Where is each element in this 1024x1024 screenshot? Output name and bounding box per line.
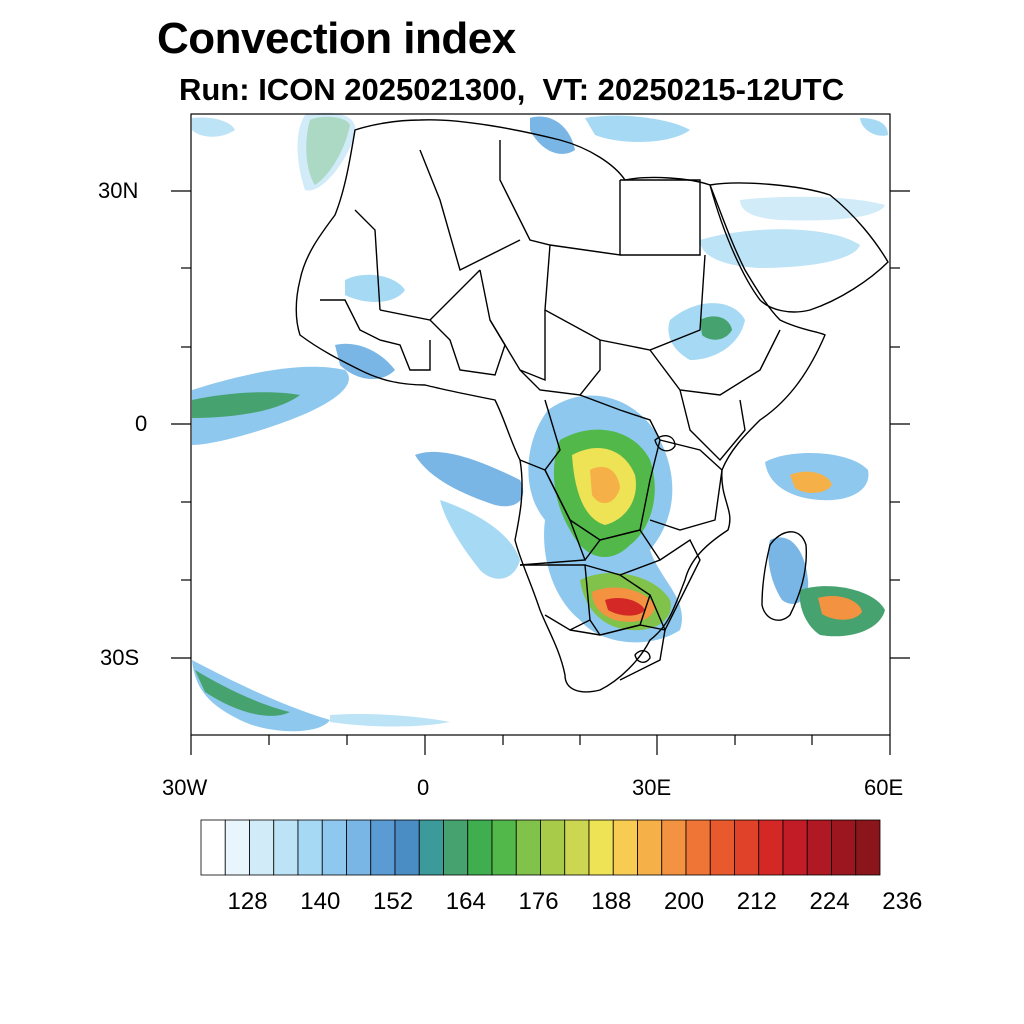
colorbar-box	[515, 819, 541, 876]
border-kenya	[679, 389, 746, 462]
map-subtitle: Run: ICON 2025021300, VT: 20250215-12UTC	[179, 72, 845, 107]
colorbar-label: 152	[373, 888, 414, 915]
colorbar-label: 140	[300, 888, 341, 915]
border-mozambique	[649, 538, 701, 632]
field-sahel-coast	[335, 343, 395, 380]
lesotho	[634, 650, 651, 663]
lon-label-30e: 30E	[632, 775, 672, 800]
map-frame	[171, 113, 910, 755]
colorbar-label: 164	[445, 888, 486, 915]
border-algeria	[419, 149, 521, 272]
border-egypt	[620, 179, 701, 256]
colorbar-box	[346, 819, 372, 876]
colorbar-box	[418, 819, 444, 876]
colorbar-label: 212	[736, 888, 777, 915]
colorbar-label: 236	[882, 888, 923, 915]
colorbar-label: 224	[809, 888, 850, 915]
colorbar-box	[297, 819, 323, 876]
field-greece	[585, 115, 690, 142]
border-west-coast-states	[320, 299, 431, 371]
lat-label-30s: 30S	[100, 645, 140, 670]
border-car	[519, 340, 601, 396]
colorbar-box	[200, 819, 226, 876]
colorbar-box	[443, 819, 469, 876]
colorbar-box	[855, 819, 881, 876]
lat-label-0: 0	[135, 411, 148, 436]
field-arabia-north	[740, 196, 885, 221]
border-south-africa	[569, 624, 666, 681]
lat-label-30n: 30N	[98, 178, 139, 203]
border-botswana	[584, 564, 651, 636]
colorbar-label: 200	[664, 888, 705, 915]
map-title: Convection index	[157, 14, 516, 63]
field-atlantic-equator-core	[192, 392, 300, 418]
lat-ticks	[171, 190, 910, 659]
border-ethiopia	[649, 329, 781, 396]
field-madagascar	[768, 537, 809, 604]
colorbar-box	[588, 819, 614, 876]
field-gulf-guinea	[415, 451, 524, 507]
colorbar-box	[491, 819, 517, 876]
border-sudan	[544, 244, 706, 351]
border-nigeria	[429, 319, 506, 376]
colorbar-box	[831, 819, 857, 876]
colorbar-box	[370, 819, 396, 876]
colorbar-box	[685, 819, 711, 876]
field-east-med	[860, 118, 888, 136]
border-sahara-west	[354, 209, 381, 311]
lon-label-30w: 30W	[162, 775, 208, 800]
colorbar-box	[637, 819, 663, 876]
field-morocco-halo	[297, 112, 356, 191]
colorbar-box	[709, 819, 735, 876]
lon-label-60e: 60E	[864, 775, 904, 800]
field-south-atlantic-core	[195, 670, 290, 716]
border-angola	[519, 459, 586, 566]
colorbar-label: 128	[227, 888, 268, 915]
colorbar-box	[224, 819, 250, 876]
colorbar-label: 188	[591, 888, 632, 915]
lon-label-0: 0	[417, 775, 430, 800]
field-med	[530, 116, 575, 154]
colorbar-box	[782, 819, 808, 876]
field-mozchannel-hot	[818, 595, 862, 620]
colorbar-box	[394, 819, 420, 876]
border-zambia	[584, 529, 662, 576]
lake-victoria	[654, 435, 676, 452]
colorbar-box	[734, 819, 760, 876]
colorbar-box	[806, 819, 832, 876]
lon-ticks	[190, 735, 891, 755]
country-borders	[295, 119, 889, 693]
arabia-coast	[709, 182, 889, 313]
colorbar-box	[758, 819, 784, 876]
field-arabia-band	[700, 229, 860, 268]
field-west-africa	[345, 274, 405, 302]
field-south-atlantic-tail	[330, 713, 450, 727]
field-ethiopia-core	[700, 316, 732, 340]
convection-fields	[192, 112, 888, 732]
colorbar-box	[321, 819, 347, 876]
field-south-atlantic	[192, 660, 330, 732]
colorbar-box	[564, 819, 590, 876]
border-tanzania	[649, 439, 723, 531]
field-south-red	[605, 598, 645, 616]
africa-coastline	[295, 119, 826, 693]
field-nw-corner	[192, 117, 235, 137]
field-east-ocean-hot	[790, 471, 832, 493]
border-libya	[499, 140, 621, 256]
colorbar-box	[273, 819, 299, 876]
colorbar-box	[467, 819, 493, 876]
colorbar-box	[540, 819, 566, 876]
colorbar	[200, 819, 881, 876]
border-niger-mali	[379, 269, 481, 321]
colorbar-box	[249, 819, 275, 876]
colorbar-label: 176	[518, 888, 559, 915]
colorbar-box	[661, 819, 687, 876]
field-central-hot2	[590, 466, 620, 504]
madagascar-coast	[761, 531, 808, 621]
colorbar-box	[612, 819, 638, 876]
border-chad	[479, 269, 546, 382]
field-angola-coast	[440, 500, 520, 579]
